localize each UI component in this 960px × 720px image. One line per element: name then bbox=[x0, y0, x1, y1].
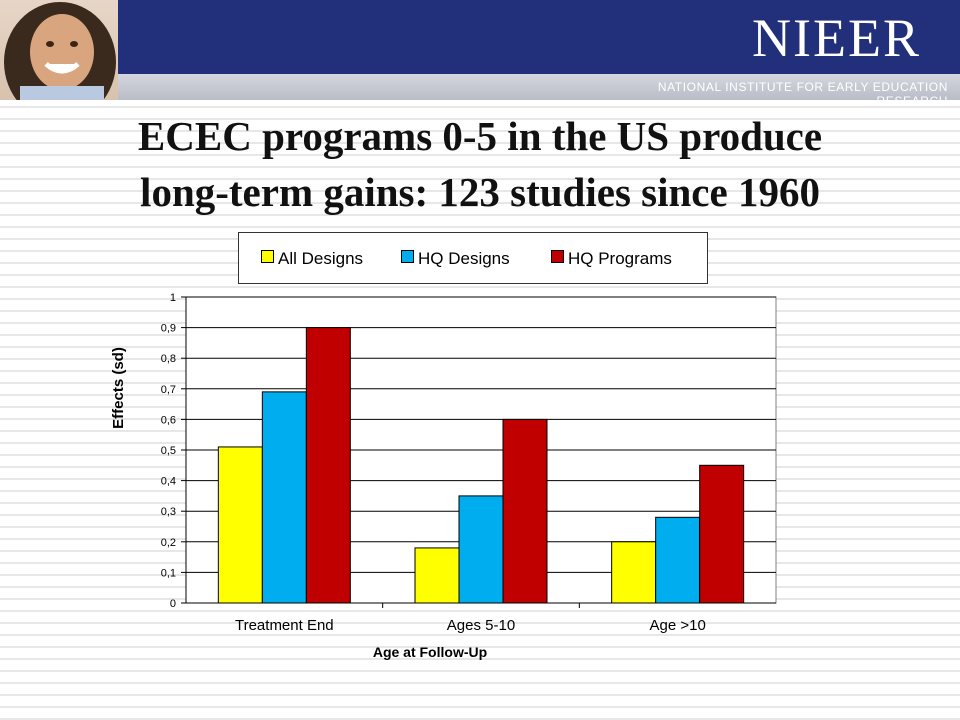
chart-legend: All Designs HQ Designs HQ Programs bbox=[238, 232, 708, 284]
x-tick-label: Treatment End bbox=[235, 617, 334, 634]
legend-label-hq-programs: HQ Programs bbox=[568, 249, 672, 268]
legend-item-all-designs: All Designs bbox=[261, 249, 363, 269]
x-tick-label: Age >10 bbox=[650, 617, 706, 634]
y-tick-label: 0,5 bbox=[161, 445, 176, 457]
y-tick-label: 0,1 bbox=[161, 567, 176, 579]
y-tick-label: 0 bbox=[170, 598, 176, 610]
bar bbox=[414, 547, 460, 604]
y-tick-label: 0,4 bbox=[161, 476, 176, 488]
legend-swatch-hq-designs bbox=[401, 250, 414, 263]
legend-swatch-all-designs bbox=[261, 250, 274, 263]
bar bbox=[699, 464, 745, 604]
bar bbox=[655, 516, 701, 604]
y-tick-label: 0,9 bbox=[161, 323, 176, 335]
bar bbox=[261, 391, 307, 604]
y-tick-label: 0,7 bbox=[161, 384, 176, 396]
legend-item-hq-programs: HQ Programs bbox=[551, 249, 672, 269]
legend-label-hq-designs: HQ Designs bbox=[418, 249, 510, 268]
slide-title-line-1: ECEC programs 0-5 in the US produce bbox=[137, 113, 823, 159]
bar bbox=[305, 327, 351, 604]
legend-swatch-hq-programs bbox=[551, 250, 564, 263]
slide-title-line-2: long-term gains: 123 studies since 1960 bbox=[140, 169, 820, 215]
y-tick-label: 0,6 bbox=[161, 414, 176, 426]
header-strip bbox=[0, 74, 960, 100]
child-photo bbox=[0, 0, 118, 100]
y-tick-label: 0,3 bbox=[161, 506, 176, 518]
child-photo-illustration bbox=[4, 2, 116, 100]
y-axis-label: Effects (sd) bbox=[110, 347, 127, 429]
nieer-tagline: NATIONAL INSTITUTE FOR EARLY EDUCATION R… bbox=[657, 80, 948, 108]
bar bbox=[458, 495, 504, 604]
slide-title: ECEC programs 0-5 in the US produce long… bbox=[40, 108, 920, 220]
bar bbox=[611, 541, 657, 604]
nieer-logo: NIEER bbox=[752, 8, 921, 68]
y-tick-label: 1 bbox=[170, 292, 176, 304]
bar bbox=[217, 446, 263, 604]
legend-item-hq-designs: HQ Designs bbox=[401, 249, 510, 269]
y-tick-label: 0,2 bbox=[161, 537, 176, 549]
x-axis-label: Age at Follow-Up bbox=[372, 644, 488, 660]
legend-label-all-designs: All Designs bbox=[278, 249, 364, 268]
y-tick-label: 0,8 bbox=[161, 353, 176, 365]
bar bbox=[502, 418, 548, 604]
x-tick-label: Ages 5-10 bbox=[447, 617, 515, 634]
